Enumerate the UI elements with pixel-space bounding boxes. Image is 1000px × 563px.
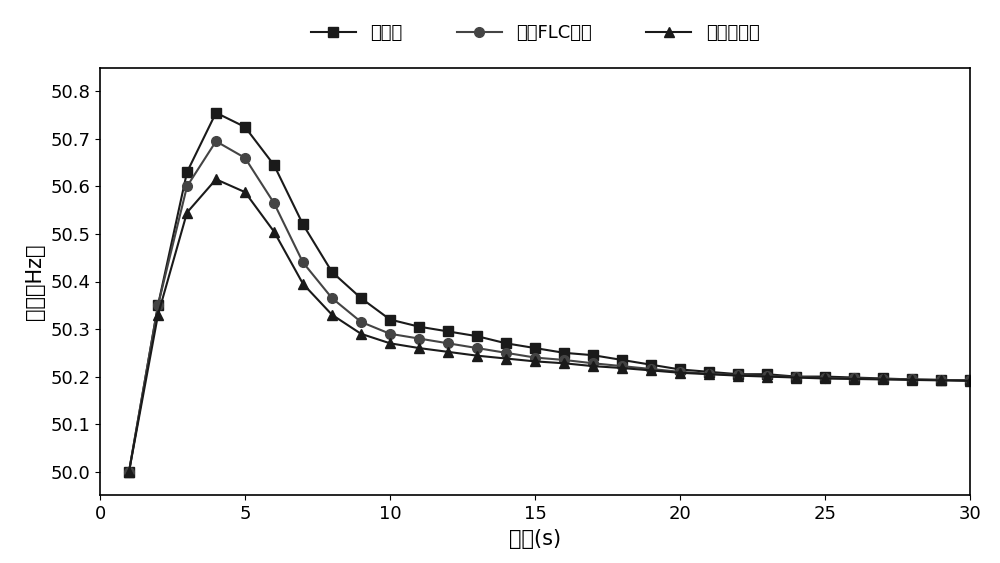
本发明控制 — [761, 373, 773, 380]
单回FLC控制 — [645, 365, 657, 372]
无控制 — [848, 374, 860, 381]
无控制 — [442, 328, 454, 335]
无控制 — [500, 340, 512, 347]
X-axis label: 时间(s): 时间(s) — [509, 529, 561, 549]
无控制 — [616, 356, 628, 363]
本发明控制 — [181, 209, 193, 216]
单回FLC控制 — [964, 377, 976, 384]
单回FLC控制 — [558, 356, 570, 363]
Y-axis label: 频率（Hz）: 频率（Hz） — [25, 243, 45, 320]
无控制 — [906, 376, 918, 383]
无控制 — [790, 373, 802, 380]
单回FLC控制 — [587, 360, 599, 367]
无控制 — [877, 375, 889, 382]
无控制 — [355, 295, 367, 302]
单回FLC控制 — [123, 468, 135, 475]
无控制 — [210, 109, 222, 116]
单回FLC控制 — [413, 335, 425, 342]
本发明控制 — [674, 369, 686, 376]
本发明控制 — [355, 330, 367, 337]
本发明控制 — [732, 372, 744, 379]
无控制 — [674, 366, 686, 373]
无控制 — [326, 269, 338, 275]
本发明控制 — [587, 363, 599, 369]
本发明控制 — [790, 374, 802, 381]
本发明控制 — [558, 360, 570, 367]
无控制 — [471, 333, 483, 339]
本发明控制 — [645, 367, 657, 374]
本发明控制 — [268, 228, 280, 235]
单回FLC控制 — [935, 377, 947, 383]
无控制 — [152, 302, 164, 309]
本发明控制 — [906, 377, 918, 383]
无控制 — [529, 345, 541, 351]
单回FLC控制 — [848, 375, 860, 382]
单回FLC控制 — [210, 138, 222, 145]
Line: 无控制: 无控制 — [124, 108, 975, 476]
无控制 — [964, 377, 976, 384]
无控制 — [123, 468, 135, 475]
单回FLC控制 — [732, 372, 744, 378]
本发明控制 — [297, 280, 309, 287]
本发明控制 — [384, 340, 396, 347]
本发明控制 — [471, 352, 483, 359]
单回FLC控制 — [239, 154, 251, 161]
本发明控制 — [413, 345, 425, 351]
无控制 — [239, 124, 251, 131]
本发明控制 — [500, 355, 512, 362]
Legend: 无控制, 单回FLC控制, 本发明控制: 无控制, 单回FLC控制, 本发明控制 — [303, 17, 767, 49]
单回FLC控制 — [790, 374, 802, 381]
单回FLC控制 — [326, 295, 338, 302]
无控制 — [703, 368, 715, 375]
无控制 — [384, 316, 396, 323]
本发明控制 — [935, 377, 947, 384]
本发明控制 — [529, 358, 541, 365]
无控制 — [413, 323, 425, 330]
单回FLC控制 — [442, 340, 454, 347]
单回FLC控制 — [877, 376, 889, 382]
无控制 — [761, 371, 773, 378]
本发明控制 — [442, 348, 454, 355]
本发明控制 — [616, 365, 628, 372]
单回FLC控制 — [181, 183, 193, 190]
单回FLC控制 — [674, 368, 686, 375]
单回FLC控制 — [529, 354, 541, 361]
Line: 本发明控制: 本发明控制 — [124, 175, 975, 476]
单回FLC控制 — [384, 330, 396, 337]
本发明控制 — [703, 371, 715, 378]
单回FLC控制 — [616, 363, 628, 369]
本发明控制 — [877, 376, 889, 383]
单回FLC控制 — [819, 374, 831, 381]
单回FLC控制 — [500, 350, 512, 356]
单回FLC控制 — [761, 373, 773, 379]
本发明控制 — [848, 376, 860, 382]
本发明控制 — [326, 311, 338, 318]
本发明控制 — [239, 189, 251, 195]
无控制 — [732, 371, 744, 378]
无控制 — [819, 373, 831, 380]
单回FLC控制 — [906, 376, 918, 383]
无控制 — [587, 352, 599, 359]
单回FLC控制 — [471, 345, 483, 351]
无控制 — [297, 221, 309, 228]
无控制 — [558, 350, 570, 356]
单回FLC控制 — [297, 259, 309, 266]
Line: 单回FLC控制: 单回FLC控制 — [124, 136, 975, 476]
单回FLC控制 — [268, 200, 280, 207]
本发明控制 — [964, 377, 976, 384]
单回FLC控制 — [703, 370, 715, 377]
无控制 — [181, 169, 193, 176]
本发明控制 — [210, 176, 222, 182]
单回FLC控制 — [355, 319, 367, 325]
单回FLC控制 — [152, 302, 164, 309]
无控制 — [645, 361, 657, 368]
无控制 — [268, 162, 280, 168]
本发明控制 — [819, 375, 831, 382]
本发明控制 — [152, 311, 164, 318]
无控制 — [935, 377, 947, 383]
本发明控制 — [123, 468, 135, 475]
